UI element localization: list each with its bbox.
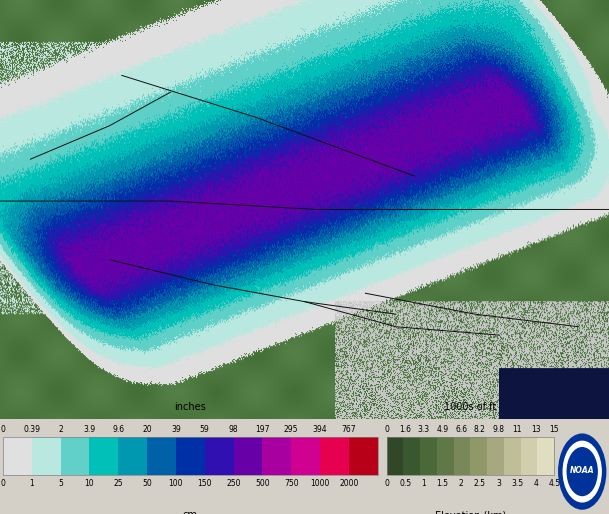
Bar: [420, 437, 437, 475]
Bar: [320, 437, 349, 475]
Text: 750: 750: [284, 479, 298, 488]
Text: 20: 20: [143, 425, 152, 434]
Circle shape: [563, 442, 601, 502]
Text: 1: 1: [421, 479, 426, 488]
Text: 250: 250: [227, 479, 241, 488]
Text: 4.5: 4.5: [548, 479, 560, 488]
Text: Elevation (km): Elevation (km): [435, 510, 506, 514]
Text: 197: 197: [255, 425, 270, 434]
Text: 2000: 2000: [339, 479, 359, 488]
Text: 1: 1: [29, 479, 34, 488]
Bar: [521, 437, 537, 475]
Text: 15: 15: [549, 425, 559, 434]
Bar: [176, 437, 205, 475]
Text: cm: cm: [183, 510, 198, 514]
Text: 767: 767: [342, 425, 356, 434]
Text: 3: 3: [496, 479, 501, 488]
Bar: [118, 437, 147, 475]
Bar: [487, 437, 504, 475]
Text: 2.5: 2.5: [474, 479, 486, 488]
Bar: [147, 437, 176, 475]
Text: 1.5: 1.5: [437, 479, 449, 488]
Text: 25: 25: [113, 479, 123, 488]
Bar: [437, 437, 454, 475]
Bar: [538, 437, 554, 475]
Text: 3.3: 3.3: [418, 425, 430, 434]
Text: 0: 0: [384, 425, 389, 434]
Text: 1.6: 1.6: [400, 425, 411, 434]
Text: 9.6: 9.6: [112, 425, 124, 434]
Bar: [233, 437, 262, 475]
Text: 59: 59: [200, 425, 209, 434]
Text: 394: 394: [312, 425, 327, 434]
Bar: [404, 437, 420, 475]
Text: 11: 11: [512, 425, 522, 434]
Bar: [454, 437, 471, 475]
Text: 0.39: 0.39: [23, 425, 40, 434]
Bar: [504, 437, 521, 475]
Circle shape: [567, 448, 597, 495]
Text: 3.5: 3.5: [511, 479, 523, 488]
Text: 0.5: 0.5: [400, 479, 412, 488]
Bar: [349, 437, 378, 475]
Text: 13: 13: [531, 425, 540, 434]
Text: 10: 10: [85, 479, 94, 488]
Text: 98: 98: [229, 425, 238, 434]
Text: 150: 150: [197, 479, 212, 488]
Text: 500: 500: [255, 479, 270, 488]
Bar: [205, 437, 233, 475]
Text: 39: 39: [171, 425, 181, 434]
Circle shape: [558, 434, 606, 509]
Text: 50: 50: [143, 479, 152, 488]
Text: 295: 295: [284, 425, 298, 434]
Text: inches: inches: [174, 402, 206, 412]
Text: 1000: 1000: [310, 479, 329, 488]
Text: 2: 2: [459, 479, 463, 488]
Text: 4.9: 4.9: [437, 425, 449, 434]
Text: 1000s of ft: 1000s of ft: [445, 402, 496, 412]
Text: 6.6: 6.6: [455, 425, 467, 434]
Bar: [262, 437, 291, 475]
Text: 100: 100: [169, 479, 183, 488]
Bar: [291, 437, 320, 475]
Bar: [3, 437, 32, 475]
Text: 9.8: 9.8: [492, 425, 504, 434]
Text: 3.9: 3.9: [83, 425, 96, 434]
Text: 0: 0: [384, 479, 389, 488]
Text: 2: 2: [58, 425, 63, 434]
Bar: [471, 437, 487, 475]
Text: 8.2: 8.2: [474, 425, 486, 434]
Bar: [90, 437, 118, 475]
Bar: [32, 437, 61, 475]
Text: 0: 0: [1, 425, 5, 434]
Text: 0: 0: [1, 479, 5, 488]
Text: 5: 5: [58, 479, 63, 488]
Bar: [387, 437, 404, 475]
Text: NOAA: NOAA: [570, 466, 594, 474]
Text: 4: 4: [533, 479, 538, 488]
Bar: [61, 437, 90, 475]
